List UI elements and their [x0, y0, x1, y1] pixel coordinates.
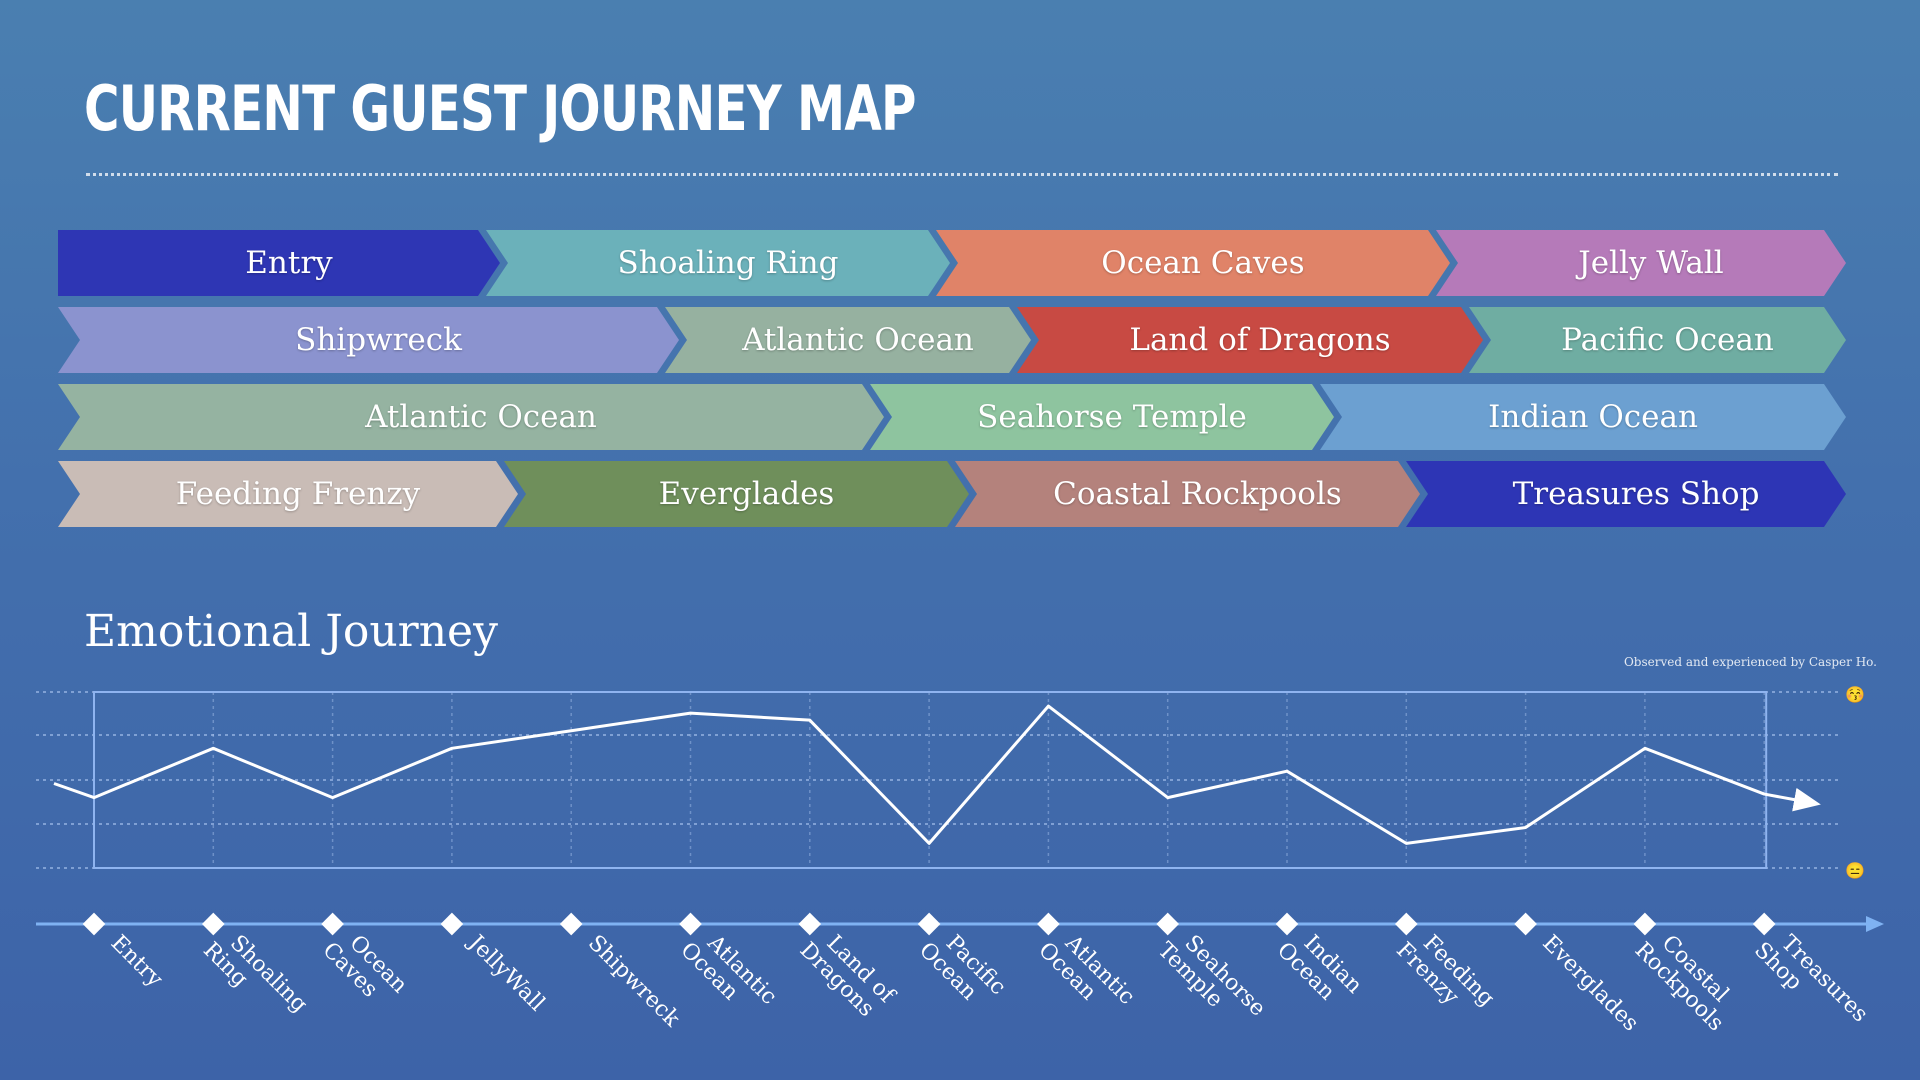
journey-stage: Ocean Caves: [936, 230, 1450, 296]
stage-marker: [1037, 912, 1060, 936]
journey-stage-label: Seahorse Temple: [977, 399, 1247, 435]
stage-marker: [1514, 912, 1537, 936]
stage-label: TreasuresShop: [1749, 921, 1872, 1044]
title-divider: [86, 173, 1838, 176]
emotional-journey-title: Emotional Journey: [84, 606, 498, 657]
stage-label: FeedingFrenzy: [1391, 921, 1499, 1029]
stage-label: AtlanticOcean: [1033, 921, 1139, 1027]
journey-stage: Everglades: [504, 461, 969, 527]
journey-row: Shipwreck Atlantic Ocean Land of Dragons Pa…: [58, 307, 1846, 373]
credit-note: Observed and experienced by Casper Ho.: [1623, 655, 1877, 669]
page-title: CURRENT GUEST JOURNEY MAP: [84, 72, 916, 145]
journey-stage-label: Treasures Shop: [1512, 476, 1760, 512]
emotion-line: [53, 704, 1821, 845]
journey-stage: Indian Ocean: [1320, 384, 1846, 450]
journey-stage: Treasures Shop: [1406, 461, 1846, 527]
journey-stage-label: Coastal Rockpools: [1053, 476, 1342, 512]
journey-stage: Coastal Rockpools: [955, 461, 1420, 527]
stage-label: SeahorseTemple: [1153, 921, 1271, 1039]
journey-stage: Pacific Ocean: [1469, 307, 1846, 373]
stage-marker: [679, 912, 702, 936]
journey-row: Atlantic Ocean Seahorse Temple Indian Ocea…: [58, 384, 1846, 450]
journey-stage-label: Indian Ocean: [1488, 399, 1698, 435]
neutral-face-icon: 😑: [1845, 861, 1865, 880]
stage-marker: [917, 912, 941, 936]
journey-stage: Entry: [58, 230, 500, 296]
journey-stage-label: Atlantic Ocean: [742, 322, 974, 358]
journey-stage-label: Ocean Caves: [1101, 245, 1305, 281]
journey-stage: Atlantic Ocean: [665, 307, 1031, 373]
journey-stage-label: Feeding Frenzy: [175, 476, 421, 512]
stage-label: CoastalRockpools: [1630, 921, 1746, 1037]
stage-label: JellyWall: [462, 929, 549, 1016]
stage-label: Everglades: [1537, 931, 1643, 1037]
journey-stage-label: Pacific Ocean: [1561, 322, 1774, 358]
journey-stage-label: Entry: [245, 245, 333, 281]
stage-marker: [321, 912, 344, 936]
stage-marker: [1156, 912, 1180, 936]
stage-marker: [82, 912, 106, 936]
chart-frame: [93, 691, 1768, 869]
journey-stage: Shoaling Ring: [486, 230, 950, 296]
stage-marker: [1394, 912, 1418, 936]
stage-marker: [440, 912, 464, 936]
stage-label: Land ofDragons: [795, 921, 901, 1027]
journey-stage-label: Shipwreck: [295, 322, 462, 358]
journey-stage-label: Atlantic Ocean: [365, 399, 597, 435]
journey-stage: Seahorse Temple: [870, 384, 1334, 450]
journey-row: Entry Shoaling Ring Ocean Caves Jelly Wall: [58, 230, 1846, 296]
journey-stage: Feeding Frenzy: [58, 461, 518, 527]
stage-label: Shipwreck: [583, 931, 685, 1033]
journey-stage-label: Jelly Wall: [1578, 245, 1724, 281]
stage-marker: [201, 912, 225, 936]
stage-label: OceanCaves: [317, 921, 412, 1016]
stage-marker: [1752, 912, 1776, 936]
stage-label: PacificOcean: [914, 921, 1010, 1017]
journey-stage-label: Land of Dragons: [1129, 322, 1391, 358]
journey-stage-label: Shoaling Ring: [617, 245, 839, 281]
journey-stage-label: Everglades: [658, 476, 835, 512]
stage-marker: [798, 912, 822, 936]
happy-face-icon: 😚: [1845, 685, 1865, 704]
journey-stage: Shipwreck: [58, 307, 679, 373]
stage-marker: [559, 912, 583, 936]
stage-marker: [1633, 912, 1657, 936]
axis-arrow-icon: [1866, 916, 1884, 932]
stage-label: IndianOcean: [1272, 921, 1367, 1016]
stage-label: AtlanticOcean: [675, 921, 781, 1027]
journey-row: Feeding Frenzy Everglades Coastal Rockpool…: [58, 461, 1846, 527]
stage-marker: [1275, 912, 1299, 936]
journey-stage: Land of Dragons: [1017, 307, 1483, 373]
journey-stage: Atlantic Ocean: [58, 384, 884, 450]
stage-label: ShoalingRing: [198, 921, 312, 1035]
journey-stage: Jelly Wall: [1436, 230, 1846, 296]
stage-label: Entry: [106, 931, 168, 993]
